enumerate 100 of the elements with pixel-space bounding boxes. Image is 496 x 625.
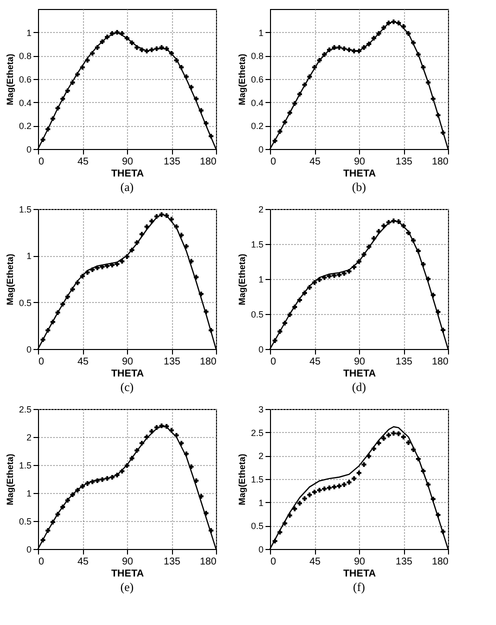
point bbox=[326, 274, 332, 279]
x-tick-label: 45 bbox=[77, 356, 89, 368]
point bbox=[406, 440, 411, 445]
point bbox=[149, 429, 154, 434]
point bbox=[40, 137, 46, 142]
point bbox=[342, 482, 347, 487]
y-tick-label: 2.5 bbox=[250, 428, 264, 438]
point bbox=[278, 129, 282, 134]
point bbox=[342, 271, 347, 276]
point bbox=[104, 476, 110, 481]
y-axis-title: Mag(Etheta) bbox=[236, 54, 247, 106]
point bbox=[362, 45, 366, 50]
y-tick-label: 1 bbox=[258, 28, 264, 38]
point bbox=[208, 328, 214, 333]
text: (f) bbox=[353, 580, 365, 594]
y-tick-label: 1 bbox=[258, 498, 264, 508]
point bbox=[46, 528, 50, 533]
point bbox=[159, 212, 164, 217]
y-tick-label: 0.8 bbox=[18, 51, 32, 62]
text: (d) bbox=[352, 380, 366, 394]
point bbox=[440, 529, 446, 534]
point bbox=[80, 64, 85, 70]
x-tick-label: 180 bbox=[432, 356, 449, 368]
point bbox=[70, 286, 75, 292]
y-tick-label: 0.2 bbox=[250, 121, 264, 132]
point bbox=[50, 520, 56, 524]
point bbox=[174, 58, 179, 63]
point bbox=[40, 337, 46, 342]
point bbox=[174, 432, 179, 438]
point bbox=[110, 474, 115, 480]
point bbox=[50, 116, 56, 122]
point bbox=[326, 47, 332, 52]
y-axis-title: Mag(Etheta) bbox=[4, 454, 15, 506]
point bbox=[134, 45, 140, 50]
point bbox=[292, 304, 298, 310]
y-tick-label: 0.5 bbox=[250, 521, 264, 532]
point bbox=[307, 74, 312, 80]
point bbox=[317, 277, 322, 282]
y-tick-label: 1 bbox=[26, 28, 32, 38]
point bbox=[307, 285, 312, 290]
point bbox=[312, 490, 317, 494]
point bbox=[317, 58, 322, 63]
point bbox=[164, 424, 169, 429]
point bbox=[198, 292, 204, 296]
point bbox=[134, 240, 140, 245]
point bbox=[194, 478, 199, 484]
point bbox=[60, 504, 66, 510]
point bbox=[134, 448, 140, 453]
point bbox=[352, 264, 356, 270]
y-tick-label: 2.5 bbox=[18, 404, 32, 414]
point bbox=[272, 538, 278, 544]
point bbox=[312, 64, 317, 70]
point bbox=[346, 268, 352, 274]
point bbox=[174, 224, 179, 230]
point bbox=[110, 262, 115, 268]
y-tick-label: 0.5 bbox=[18, 298, 32, 308]
y-axis-title: Mag(Etheta) bbox=[4, 54, 15, 106]
point bbox=[130, 456, 134, 461]
point bbox=[139, 232, 144, 237]
x-tick-label: 90 bbox=[122, 356, 134, 368]
y-tick-label: 0 bbox=[26, 344, 32, 354]
point bbox=[40, 538, 46, 542]
point bbox=[322, 52, 327, 57]
point bbox=[302, 290, 307, 296]
point bbox=[416, 248, 421, 254]
point bbox=[426, 276, 431, 282]
point bbox=[278, 329, 282, 334]
point bbox=[94, 478, 100, 484]
point bbox=[430, 96, 436, 102]
x-tick-label: 45 bbox=[77, 556, 89, 568]
point bbox=[346, 480, 352, 485]
point bbox=[90, 50, 95, 56]
y-tick-label: 1 bbox=[258, 274, 264, 284]
point bbox=[154, 46, 160, 52]
point bbox=[130, 40, 134, 46]
x-axis-title: THETA bbox=[343, 168, 376, 180]
point bbox=[436, 112, 440, 118]
point bbox=[386, 432, 392, 438]
point bbox=[386, 220, 392, 225]
y-tick-label: 1 bbox=[26, 488, 32, 498]
point bbox=[391, 19, 396, 24]
point bbox=[104, 34, 110, 40]
y-tick-label: 0 bbox=[258, 144, 264, 154]
x-tick-label: 135 bbox=[164, 156, 181, 168]
point bbox=[114, 262, 120, 266]
point bbox=[194, 274, 199, 280]
point bbox=[144, 48, 150, 54]
x-axis-title: THETA bbox=[343, 368, 376, 380]
point bbox=[332, 45, 337, 50]
point bbox=[292, 101, 298, 106]
point bbox=[376, 31, 382, 36]
x-axis-title: THETA bbox=[343, 568, 376, 580]
text: (a) bbox=[120, 180, 134, 194]
x-tick-label: 135 bbox=[164, 556, 181, 568]
point bbox=[80, 484, 85, 489]
point bbox=[90, 267, 95, 272]
point bbox=[194, 96, 199, 102]
text: (c) bbox=[120, 380, 134, 394]
point bbox=[346, 47, 352, 52]
point bbox=[336, 45, 342, 50]
